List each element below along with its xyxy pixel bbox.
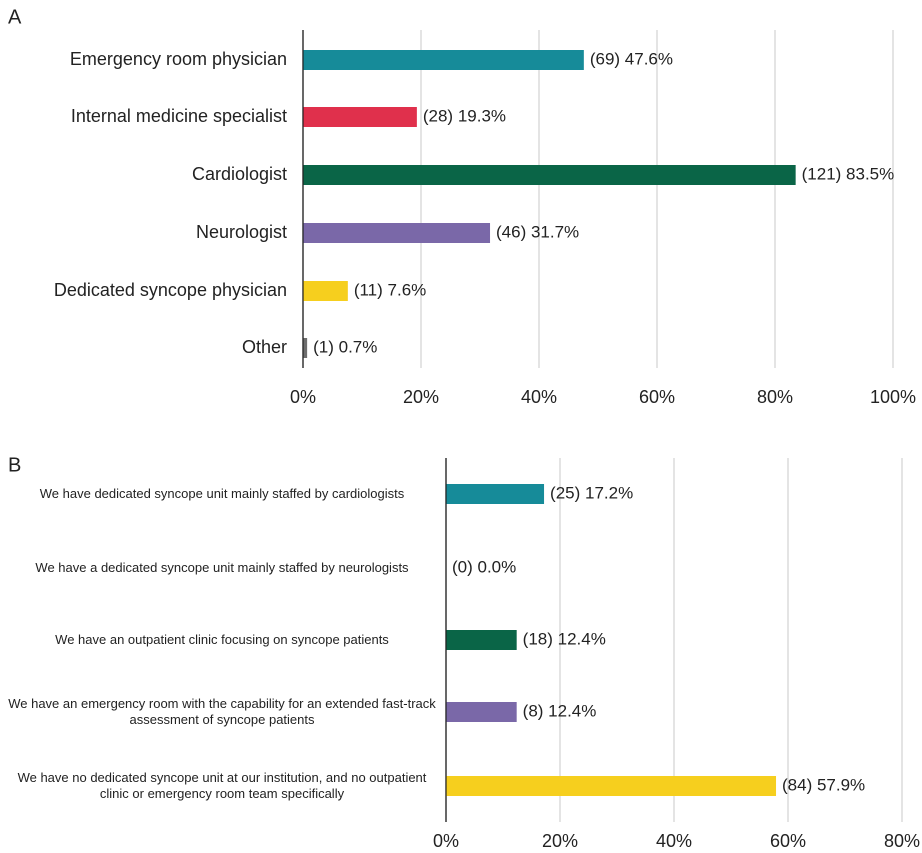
bar [303, 107, 417, 127]
category-label: Internal medicine specialist [71, 106, 287, 126]
value-label: (69) 47.6% [590, 49, 673, 68]
bar [446, 484, 545, 504]
value-label: (11) 7.6% [354, 280, 426, 299]
x-tick-label: 80% [757, 387, 793, 407]
category-label: We have a dedicated syncope unit mainly … [35, 560, 409, 575]
category-label: We have an emergency room with the capab… [8, 696, 436, 727]
category-label: We have no dedicated syncope unit at our… [17, 770, 427, 801]
category-label: We have an outpatient clinic focusing on… [55, 632, 389, 647]
bar [446, 776, 777, 796]
x-tick-label: 0% [433, 831, 459, 851]
value-label: (1) 0.7% [313, 337, 377, 356]
bar [446, 702, 517, 722]
bar [303, 338, 308, 358]
category-label: Cardiologist [192, 164, 287, 184]
category-label: Dedicated syncope physician [54, 280, 287, 300]
value-label: (25) 17.2% [550, 483, 633, 502]
category-label-box: We have an outpatient clinic focusing on… [55, 632, 389, 647]
value-label: (121) 83.5% [802, 164, 895, 183]
category-label-box: We have no dedicated syncope unit at our… [17, 770, 427, 801]
category-label: Emergency room physician [70, 49, 287, 69]
category-label-box: We have a dedicated syncope unit mainly … [35, 560, 409, 575]
x-tick-label: 40% [521, 387, 557, 407]
value-label: (8) 12.4% [523, 701, 597, 720]
category-label-box: We have an emergency room with the capab… [8, 696, 436, 727]
panel-label: B [8, 454, 21, 476]
value-label: (28) 19.3% [423, 106, 506, 125]
x-tick-label: 80% [884, 831, 920, 851]
value-label: (46) 31.7% [496, 222, 579, 241]
value-label: (0) 0.0% [452, 557, 516, 576]
value-label: (18) 12.4% [523, 629, 606, 648]
category-label: We have dedicated syncope unit mainly st… [39, 486, 405, 501]
x-tick-label: 0% [290, 387, 316, 407]
bar [303, 165, 796, 185]
category-label-box: We have dedicated syncope unit mainly st… [39, 486, 405, 501]
x-tick-label: 40% [656, 831, 692, 851]
panel-label: A [8, 6, 22, 28]
x-tick-label: 60% [770, 831, 806, 851]
value-label: (84) 57.9% [782, 775, 865, 794]
bar [303, 281, 348, 301]
category-label: Other [242, 337, 287, 357]
x-tick-label: 60% [639, 387, 675, 407]
bar [446, 630, 517, 650]
category-label: Neurologist [196, 222, 287, 242]
bar [303, 50, 584, 70]
x-tick-label: 20% [542, 831, 578, 851]
x-tick-label: 100% [870, 387, 916, 407]
x-tick-label: 20% [403, 387, 439, 407]
bar [303, 223, 491, 243]
